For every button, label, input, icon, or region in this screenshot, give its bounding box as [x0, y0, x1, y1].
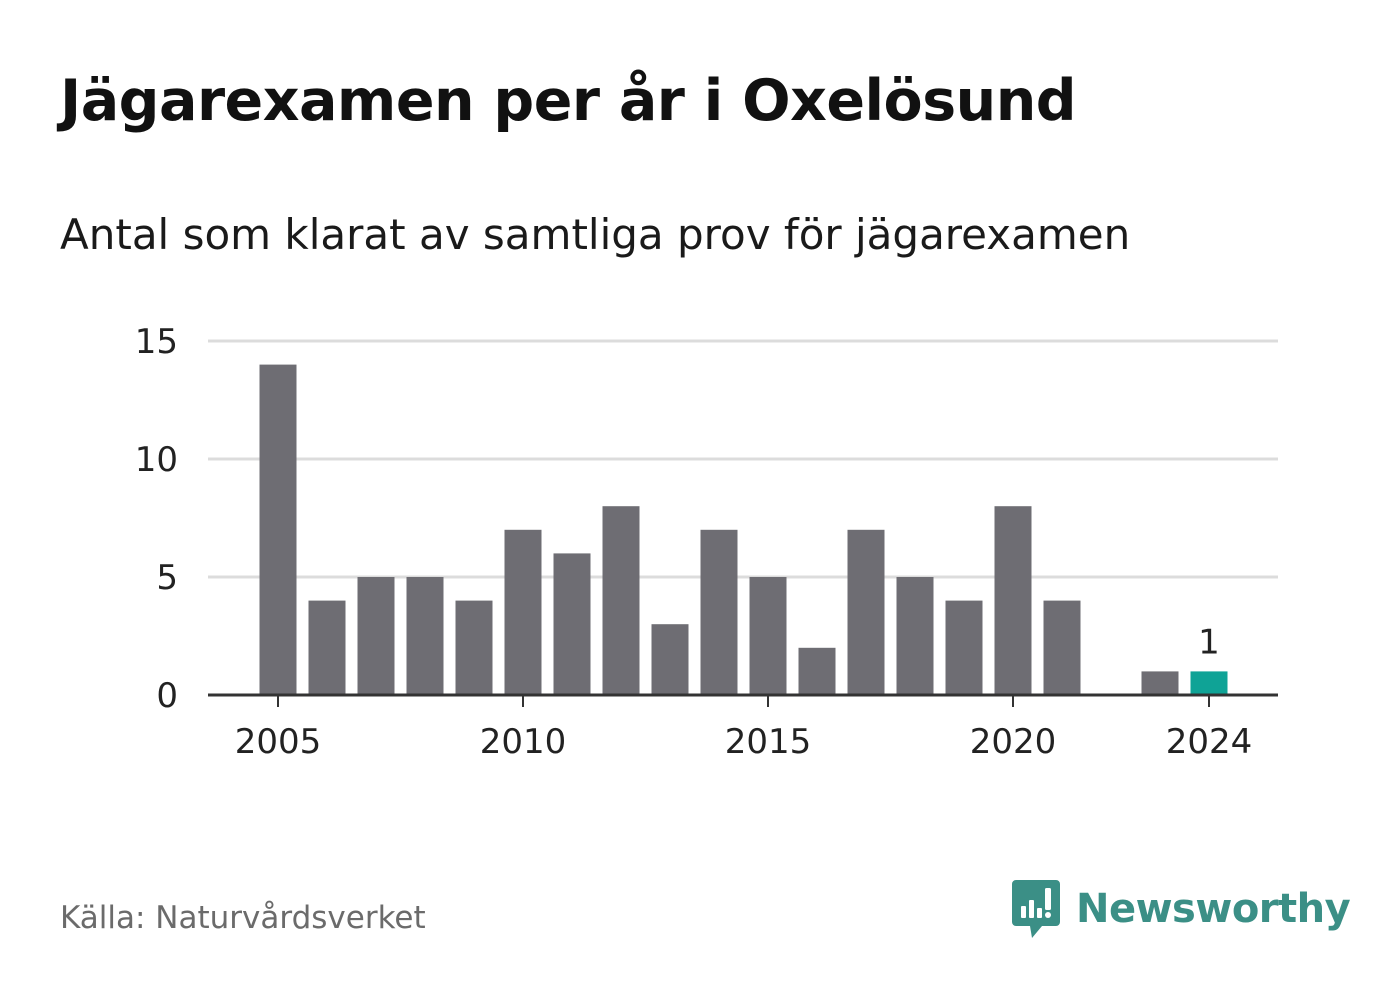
y-tick-label: 5 [156, 558, 178, 598]
chart-title: Jägarexamen per år i Oxelösund [60, 68, 1077, 134]
bar-2012 [602, 506, 640, 695]
bars [259, 364, 1228, 695]
bar-2006 [308, 600, 346, 695]
bar-2007 [357, 577, 395, 695]
data-label-2024: 1 [1198, 622, 1220, 662]
brand-logo[interactable]: Newsworthy [1010, 878, 1351, 940]
bar-2016 [798, 647, 836, 695]
bar-2018 [896, 577, 934, 695]
x-tick-label: 2005 [235, 722, 322, 762]
x-tick-label: 2024 [1166, 722, 1253, 762]
newsworthy-logo-icon [1012, 880, 1060, 938]
brand-name: Newsworthy [1076, 886, 1351, 932]
bar-2015 [749, 577, 787, 695]
bar-2014 [700, 529, 738, 695]
gridlines [208, 339, 1278, 579]
bar-2023 [1141, 671, 1179, 695]
x-axis [208, 693, 1278, 707]
bar-2019 [945, 600, 983, 695]
chart-subtitle: Antal som klarat av samtliga prov för jä… [60, 210, 1131, 259]
x-tick-label: 2010 [480, 722, 567, 762]
y-tick-label: 15 [135, 322, 178, 362]
y-tick-label: 0 [156, 676, 178, 716]
x-tick-label: 2015 [725, 722, 812, 762]
source-note: Källa: Naturvårdsverket [60, 900, 426, 936]
bar-2024 [1190, 671, 1228, 695]
bar-2005 [259, 364, 297, 695]
bar-2013 [651, 624, 689, 695]
bar-2008 [406, 577, 444, 695]
bar-2021 [1043, 600, 1081, 695]
bar-2020 [994, 506, 1032, 695]
bar-2011 [553, 553, 591, 695]
bar-2010 [504, 529, 542, 695]
x-tick-label: 2020 [970, 722, 1057, 762]
bar-2009 [455, 600, 493, 695]
y-tick-label: 10 [135, 440, 178, 480]
tick-labels: 0 5 10 15 2005 2010 2015 2020 2024 1 [135, 322, 1253, 762]
bar-2017 [847, 529, 885, 695]
